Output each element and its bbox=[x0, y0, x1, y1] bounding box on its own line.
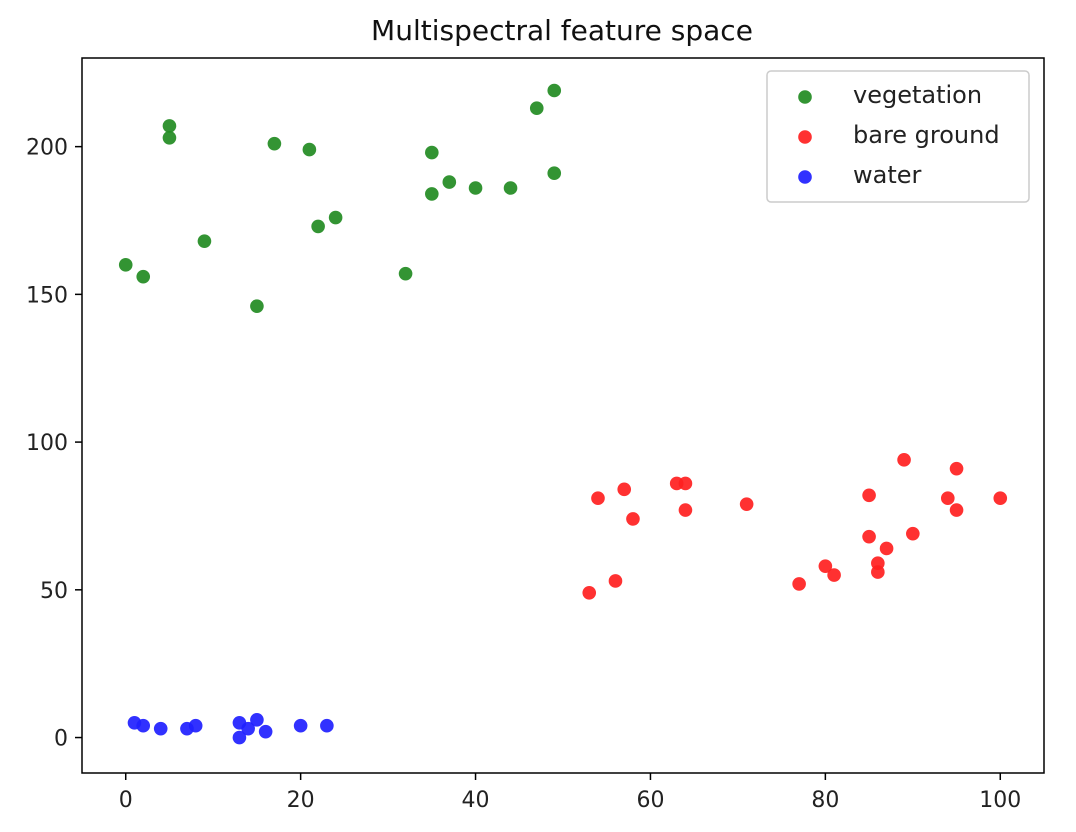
legend: vegetation bare ground water bbox=[766, 70, 1030, 203]
x-tick-label: 80 bbox=[811, 788, 839, 813]
data-point bbox=[871, 565, 885, 579]
data-point bbox=[293, 718, 308, 733]
legend-marker bbox=[798, 130, 812, 144]
data-point bbox=[503, 181, 518, 195]
data-point bbox=[153, 721, 168, 736]
data-point bbox=[879, 541, 894, 556]
data-point bbox=[591, 491, 605, 506]
data-point bbox=[941, 491, 955, 506]
data-point bbox=[197, 234, 212, 248]
chart-title: Multispectral feature space bbox=[371, 14, 753, 47]
data-point bbox=[188, 718, 203, 733]
data-point bbox=[442, 175, 457, 189]
x-tick-label: 60 bbox=[636, 788, 664, 813]
x-tick-label: 0 bbox=[119, 788, 133, 813]
data-point bbox=[258, 724, 273, 739]
legend-label: water bbox=[853, 161, 922, 189]
data-point bbox=[250, 299, 264, 313]
data-point bbox=[792, 577, 806, 591]
data-point bbox=[993, 491, 1008, 506]
data-point bbox=[617, 482, 632, 497]
data-point bbox=[311, 219, 325, 234]
data-point bbox=[678, 503, 693, 517]
data-point bbox=[949, 461, 964, 476]
data-point bbox=[320, 718, 334, 733]
data-point bbox=[267, 136, 282, 151]
y-tick-label: 100 bbox=[26, 431, 68, 456]
data-point bbox=[328, 210, 343, 225]
data-point bbox=[425, 187, 439, 201]
data-point bbox=[162, 130, 177, 145]
data-point bbox=[862, 488, 876, 503]
data-point bbox=[608, 574, 623, 588]
y-tick-label: 200 bbox=[26, 136, 68, 161]
data-point bbox=[862, 529, 876, 544]
data-point bbox=[162, 119, 177, 133]
legend-label: vegetation bbox=[853, 81, 982, 109]
legend-label: bare ground bbox=[853, 121, 1000, 149]
data-point bbox=[250, 713, 264, 727]
data-point bbox=[626, 512, 640, 526]
data-point bbox=[241, 721, 255, 736]
data-point bbox=[547, 83, 562, 98]
data-point bbox=[582, 585, 597, 600]
data-point bbox=[136, 269, 151, 284]
data-point bbox=[529, 101, 544, 116]
data-point bbox=[949, 503, 964, 517]
data-point bbox=[827, 568, 841, 582]
legend-marker bbox=[798, 170, 812, 184]
data-point bbox=[739, 497, 754, 511]
data-point bbox=[547, 166, 562, 181]
legend-marker bbox=[798, 90, 812, 104]
data-point bbox=[136, 718, 151, 733]
x-tick-label: 40 bbox=[462, 788, 490, 813]
data-point bbox=[232, 730, 247, 745]
data-point bbox=[818, 559, 833, 573]
y-tick-label: 150 bbox=[26, 283, 68, 308]
plot-frame bbox=[81, 57, 1045, 774]
y-tick-label: 0 bbox=[54, 727, 68, 752]
data-point bbox=[678, 476, 693, 491]
data-point bbox=[118, 258, 133, 272]
data-point bbox=[468, 181, 483, 195]
x-tick-label: 100 bbox=[979, 788, 1021, 813]
y-tick-label: 50 bbox=[40, 579, 68, 604]
data-point bbox=[425, 145, 439, 160]
data-point bbox=[302, 142, 317, 157]
x-tick-label: 20 bbox=[287, 788, 315, 813]
data-point bbox=[398, 266, 413, 281]
legend-box bbox=[766, 70, 1030, 203]
data-point bbox=[897, 453, 911, 467]
data-point bbox=[906, 526, 920, 541]
data-points bbox=[118, 83, 1008, 745]
